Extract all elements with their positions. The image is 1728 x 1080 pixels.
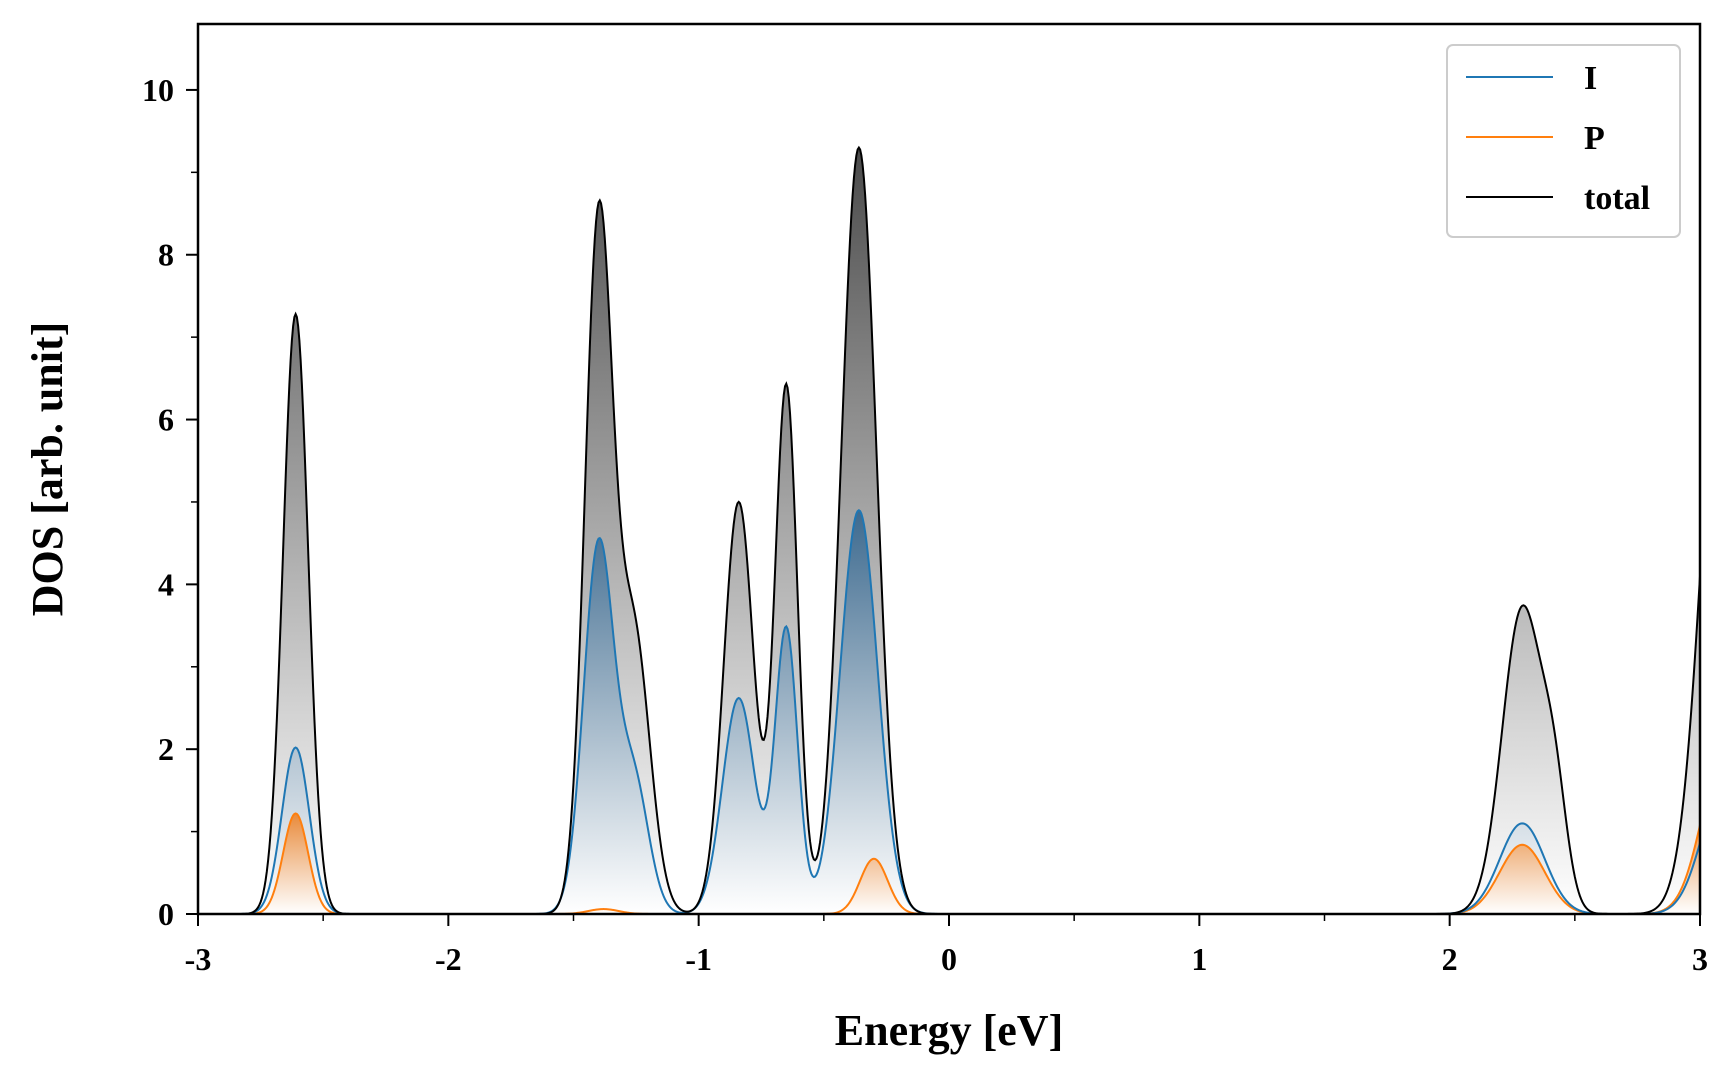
legend: I P total — [1446, 44, 1681, 238]
x-tick-label: 0 — [941, 941, 957, 977]
y-axis: 0 2 4 6 8 10 — [142, 72, 198, 932]
x-axis-title: Energy [eV] — [835, 1006, 1064, 1055]
x-tick-label: -2 — [435, 941, 462, 977]
series-fill-total — [198, 147, 1700, 914]
y-tick-label: 2 — [158, 731, 174, 767]
y-tick-label: 6 — [158, 402, 174, 438]
legend-label-P: P — [1584, 120, 1605, 157]
legend-label-I: I — [1584, 60, 1597, 97]
series-line-total — [198, 145, 1700, 914]
series-fill-I — [198, 510, 1700, 914]
legend-box — [1446, 44, 1681, 238]
y-tick-label: 4 — [158, 566, 174, 602]
plot-area — [198, 145, 1700, 914]
y-tick-label: 10 — [142, 72, 174, 108]
x-tick-label: -1 — [685, 941, 712, 977]
x-tick-label: 2 — [1442, 941, 1458, 977]
y-tick-label: 8 — [158, 237, 174, 273]
x-tick-label: 1 — [1191, 941, 1207, 977]
x-axis: -3 -2 -1 0 1 2 3 — [185, 914, 1708, 977]
series-fill-P — [198, 813, 1700, 914]
x-tick-label: -3 — [185, 941, 212, 977]
legend-label-total: total — [1584, 180, 1650, 217]
y-axis-title: DOS [arb. unit] — [23, 322, 72, 617]
y-tick-label: 0 — [158, 896, 174, 932]
series-line-I — [198, 508, 1700, 914]
x-tick-label: 3 — [1692, 941, 1708, 977]
